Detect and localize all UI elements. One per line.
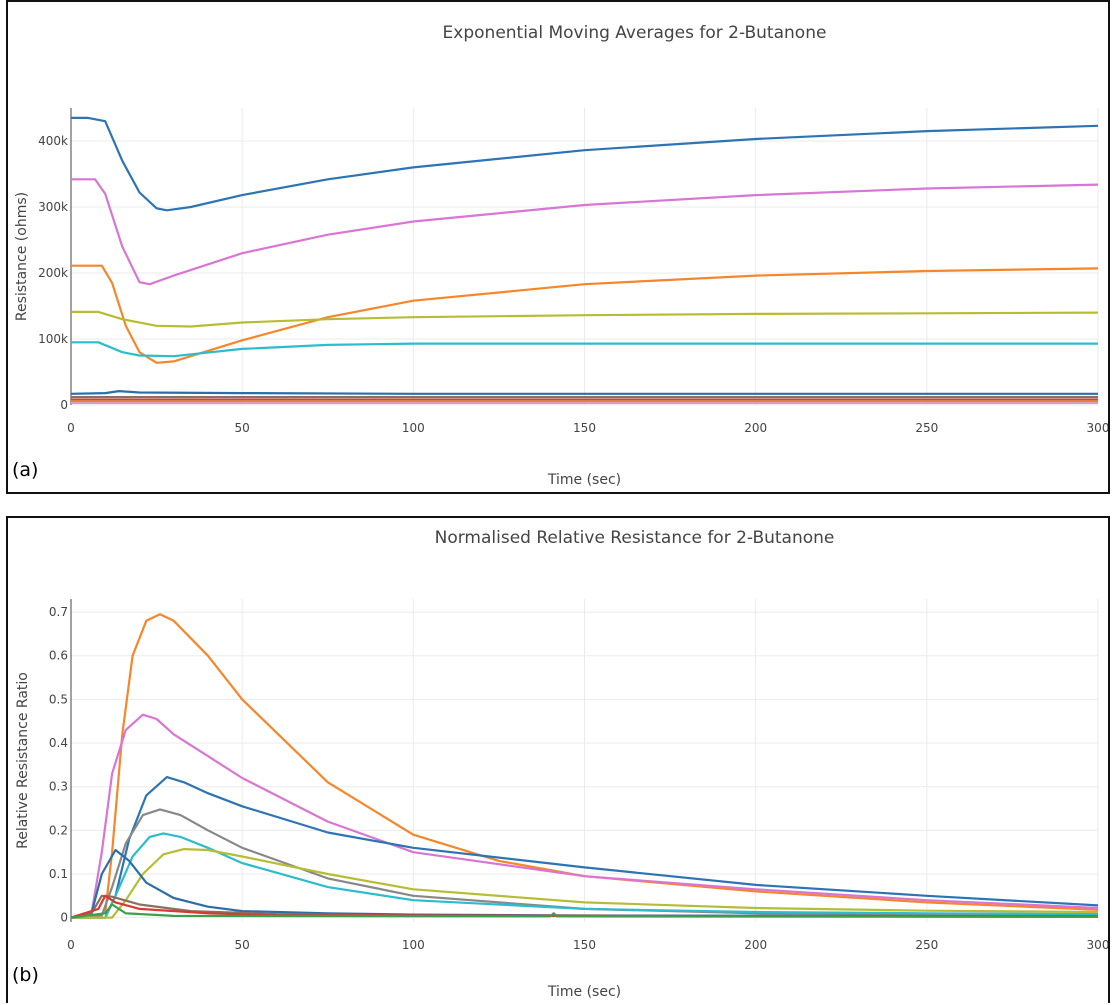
chart-a-x-tick-label: 150: [573, 421, 596, 435]
chart-a-series-line-4: [71, 310, 1099, 328]
chart-b-series-line-10: [70, 903, 1099, 919]
chart-a-x-tick-label: 200: [744, 421, 767, 435]
chart-a-y-axis-label: Resistance (ohms): [14, 192, 30, 321]
chart-b-panel-label: (b): [12, 964, 39, 986]
chart-a-y-tick-label: 400k: [38, 134, 68, 148]
chart-a-x-axis-label: Time (sec): [547, 472, 621, 488]
chart-a-series-line-1: [71, 116, 1099, 212]
chart-b-svg: 0 50 100 150 200 250 300 0 0.1 0.2 0.3 0.4 0.5 0.6 0.7…: [12, 528, 1108, 1000]
chart-b-x-tick-label: 300: [1087, 938, 1108, 952]
chart-a-x-tick-label: 250: [915, 421, 938, 435]
chart-panel-b: 0 50 100 150 200 250 300 0 0.1 0.2 0.3 0.4 0.5 0.6 0.7…: [6, 516, 1110, 1003]
chart-a-svg: 0 50 100 150 200 250 300 0 100k 200k 300k 400k Expon…: [12, 23, 1108, 488]
chart-b-series-line-3: [71, 776, 1099, 919]
chart-b-y-tick-label: 0.3: [49, 780, 68, 794]
chart-b-x-tick-label: 0: [67, 938, 75, 952]
chart-a-y-tick-label: 100k: [38, 332, 68, 346]
chart-a-y-tick-label: 300k: [38, 200, 68, 214]
chart-b-x-tick-label: 50: [235, 938, 250, 952]
chart-b-x-tick-label: 200: [744, 938, 767, 952]
chart-a-series-line-2: [71, 178, 1099, 286]
chart-a-x-tick-label: 300: [1087, 421, 1108, 435]
chart-b-title: Normalised Relative Resistance for 2-But…: [435, 528, 835, 548]
chart-a-title: Exponential Moving Averages for 2-Butano…: [443, 23, 827, 43]
chart-b-x-tick-label: 150: [573, 938, 596, 952]
chart-b-y-axis-label: Relative Resistance Ratio: [15, 672, 31, 849]
chart-a-x-tick-label: 100: [402, 421, 425, 435]
chart-b-series-line-2: [70, 713, 1099, 919]
chart-b-x-tick-label: 250: [915, 938, 938, 952]
chart-b-series-line-5: [71, 832, 1099, 919]
chart-a-x-tick-label: 50: [235, 421, 250, 435]
chart-b-series-line-6: [71, 848, 1099, 919]
chart-panel-a: 0 50 100 150 200 250 300 0 100k 200k 300k 400k Expon…: [6, 0, 1110, 494]
chart-a-series-line-6: [70, 390, 1098, 395]
chart-a-series-line-3: [71, 264, 1099, 364]
chart-b-y-tick-label: 0.5: [49, 692, 68, 706]
chart-a-panel-label: (a): [12, 459, 38, 481]
chart-a-y-tick-label: 0: [60, 398, 68, 412]
chart-b-x-axis-label: Time (sec): [547, 984, 621, 1000]
chart-b-x-tick-label: 100: [402, 938, 425, 952]
chart-a-series-line-5: [71, 341, 1098, 358]
chart-b-y-tick-label: 0.6: [49, 649, 68, 663]
chart-b-y-tick-label: 0.1: [49, 867, 68, 881]
chart-b-y-tick-label: 0: [60, 911, 68, 925]
chart-a-x-tick-label: 0: [67, 421, 75, 435]
chart-a-y-tick-label: 200k: [38, 266, 68, 280]
chart-b-y-tick-label: 0.2: [49, 823, 68, 837]
chart-b-y-tick-label: 0.4: [49, 736, 68, 750]
chart-b-y-tick-label: 0.7: [49, 605, 68, 619]
